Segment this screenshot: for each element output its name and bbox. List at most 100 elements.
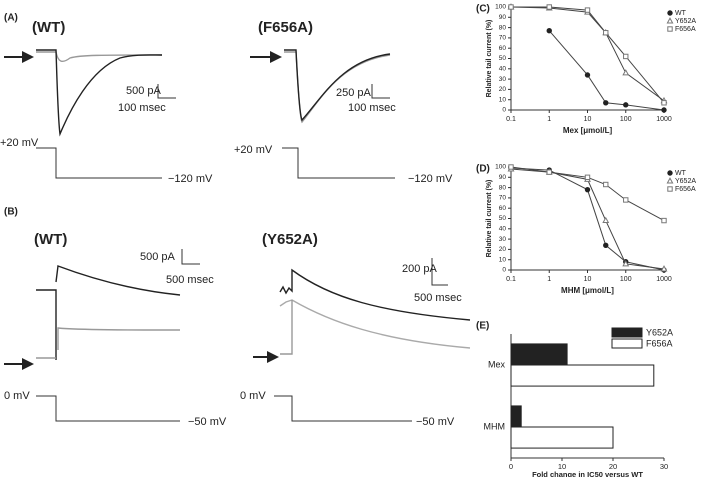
marker xyxy=(603,30,609,36)
y-tick-label: 40 xyxy=(499,226,507,233)
voltage-label: −50 mV xyxy=(416,416,455,428)
y-tick-label: 10 xyxy=(499,256,507,263)
panel-title: (WT) xyxy=(34,231,67,248)
axes xyxy=(510,7,664,111)
marker xyxy=(603,242,609,248)
series-line xyxy=(510,6,665,102)
marker xyxy=(622,259,630,267)
legend-label: F656A xyxy=(675,186,696,193)
y-axis-label: Relative tail current (%) xyxy=(486,20,493,98)
trace xyxy=(284,49,391,122)
y-tick-label: 100 xyxy=(495,164,506,171)
y-tick-label: 70 xyxy=(499,35,507,42)
trace xyxy=(36,49,163,137)
legend-label: Y652A xyxy=(675,178,696,185)
series-line xyxy=(510,167,665,271)
marker xyxy=(603,181,609,188)
x-tick-label: 10 xyxy=(584,116,592,123)
legend-label: F656A xyxy=(646,338,673,348)
marker xyxy=(602,216,610,224)
bar xyxy=(510,343,568,366)
x-tick-label: 10 xyxy=(558,462,566,471)
x-tick-label: 10 xyxy=(584,276,592,283)
marker xyxy=(661,100,667,106)
y-tick-label: 10 xyxy=(499,96,507,103)
x-axis-label: Mex [μmol/L] xyxy=(563,126,613,135)
scale-bar xyxy=(157,84,176,99)
series-line xyxy=(510,166,665,222)
y-tick-label: 0 xyxy=(502,107,506,114)
y-tick-label: 70 xyxy=(499,195,507,202)
x-tick-label: 0.1 xyxy=(506,276,516,283)
legend-label: WT xyxy=(675,170,687,177)
scale-label: 500 pA xyxy=(140,251,176,263)
trace xyxy=(36,265,181,360)
voltage-label: +20 mV xyxy=(0,137,39,149)
y-tick-label: 90 xyxy=(499,174,507,181)
voltage-label: +20 mV xyxy=(234,144,273,156)
y-tick-label: 90 xyxy=(499,14,507,21)
x-axis-label: Fold change in IC50 versus WT xyxy=(532,470,643,477)
trace xyxy=(36,51,163,63)
marker xyxy=(667,170,673,176)
marker xyxy=(546,27,552,34)
y-tick-label: 20 xyxy=(499,86,507,93)
series-line xyxy=(548,30,665,111)
x-tick-label: 1000 xyxy=(656,276,672,283)
legend-swatch xyxy=(611,338,643,349)
bar xyxy=(510,364,655,387)
marker xyxy=(667,10,673,16)
scale-label: 500 msec xyxy=(414,292,462,304)
scale-label: 500 msec xyxy=(166,274,214,286)
marker xyxy=(584,72,591,78)
bar xyxy=(510,405,522,428)
marker xyxy=(666,177,674,184)
scale-label: 100 msec xyxy=(118,102,166,114)
y-tick-label: 30 xyxy=(499,236,507,243)
voltage-label: −120 mV xyxy=(168,173,213,185)
legend-label: WT xyxy=(675,10,687,17)
trace xyxy=(57,327,181,350)
scale-bar xyxy=(371,84,390,99)
y-tick-label: 0 xyxy=(502,267,506,274)
voltage-protocol xyxy=(274,395,412,422)
voltage-label: 0 mV xyxy=(4,390,30,402)
x-tick-label: 20 xyxy=(609,462,617,471)
x-tick-label: 1000 xyxy=(656,116,672,123)
legend-label: Y652A xyxy=(675,18,696,25)
y-tick-label: Mex xyxy=(488,359,506,369)
voltage-protocol xyxy=(36,147,162,179)
scale-label: 500 pA xyxy=(126,85,162,97)
panel-title: (Y652A) xyxy=(262,231,318,248)
axes xyxy=(510,167,664,271)
y-axis-label: Relative tail current (%) xyxy=(486,180,493,258)
marker xyxy=(584,186,591,193)
series-line xyxy=(511,6,665,104)
voltage-label: −120 mV xyxy=(408,173,453,185)
marker xyxy=(508,164,514,170)
x-tick-label: 30 xyxy=(660,462,668,471)
trace xyxy=(279,268,471,321)
marker xyxy=(623,102,629,108)
y-tick-label: 50 xyxy=(499,55,507,62)
marker xyxy=(666,17,674,24)
scale-bar xyxy=(431,258,448,286)
scale-label: 100 msec xyxy=(348,102,396,114)
marker xyxy=(623,197,629,203)
panel-title: (WT) xyxy=(32,19,65,36)
x-tick-label: 1 xyxy=(547,276,551,283)
voltage-label: −50 mV xyxy=(188,416,227,428)
scale-bar xyxy=(181,249,200,265)
y-tick-label: 30 xyxy=(499,76,507,83)
y-tick-label: 50 xyxy=(499,215,507,222)
marker xyxy=(622,69,630,76)
marker xyxy=(508,4,514,10)
y-tick-label: 60 xyxy=(499,45,507,52)
trace xyxy=(279,299,471,349)
panel-label: (C) xyxy=(476,4,490,15)
voltage-protocol xyxy=(36,395,180,422)
marker xyxy=(546,4,552,10)
panel-label: (E) xyxy=(476,321,489,332)
y-tick-label: 40 xyxy=(499,66,507,73)
